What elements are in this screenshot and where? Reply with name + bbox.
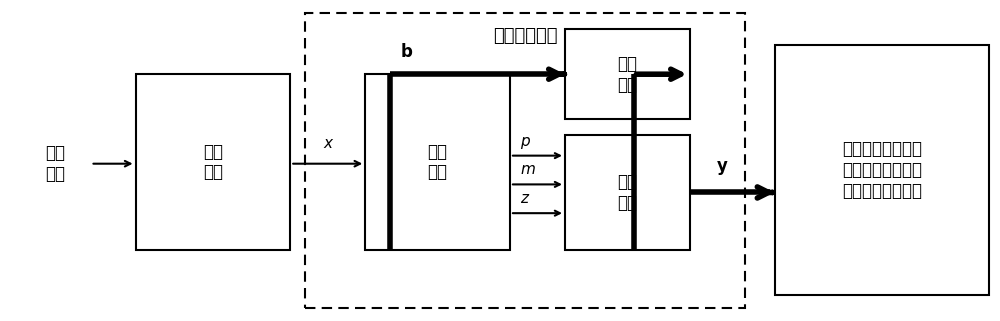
Bar [136, 74, 290, 250]
Text: 选择
处理: 选择 处理 [617, 173, 637, 212]
Bar [365, 74, 510, 250]
Bar [305, 13, 745, 308]
Bar [565, 135, 690, 250]
Text: z: z [520, 191, 528, 206]
Text: 通道状态选取: 通道状态选取 [493, 27, 557, 45]
Text: y: y [717, 157, 727, 175]
Text: b: b [400, 43, 412, 61]
Text: 调制
处理: 调制 处理 [203, 143, 223, 181]
Bar [775, 46, 989, 295]
Text: m: m [520, 162, 535, 178]
Text: x: x [323, 136, 332, 151]
Text: 整形
处理: 整形 处理 [617, 55, 637, 94]
Text: 音源
信号: 音源 信号 [46, 144, 66, 183]
Text: 多声道功率放大后
驱动扬声器阵列或
多音圈扬声器单元: 多声道功率放大后 驱动扬声器阵列或 多音圈扬声器单元 [842, 140, 922, 200]
Text: 映射
变换: 映射 变换 [428, 143, 448, 181]
Text: p: p [520, 134, 530, 149]
Bar [565, 30, 690, 119]
